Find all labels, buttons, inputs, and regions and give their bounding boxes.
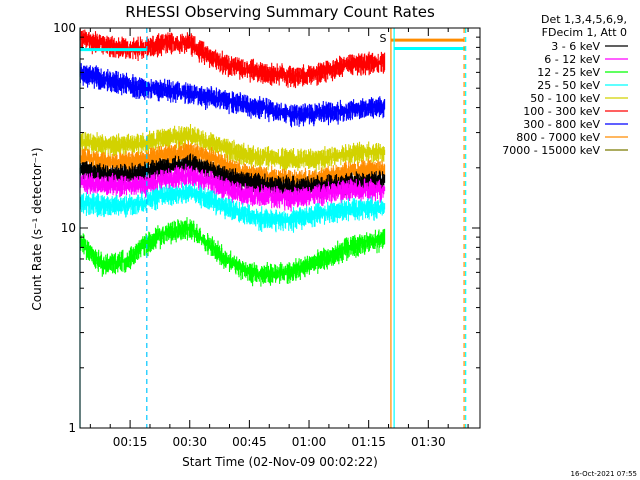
legend-label-12-25-kev: 12 - 25 keV: [537, 66, 600, 79]
legend-label-100-300-kev: 100 - 300 keV: [523, 105, 600, 118]
x-tick-label: 00:45: [232, 435, 267, 449]
flag-marker-label: S: [380, 32, 387, 45]
legend-header-line-1: Det 1,3,4,5,6,9,: [541, 13, 627, 26]
chart-title: RHESSI Observing Summary Count Rates: [125, 3, 435, 21]
series-layer: [79, 28, 466, 287]
x-tick-label: 00:30: [172, 435, 207, 449]
x-tick-label: 01:15: [351, 435, 386, 449]
x-axis-label: Start Time (02-Nov-09 00:02:22): [182, 455, 378, 469]
axes-layer: 1 10 100 00:15 00:30 00:45 01:00 01:15 01:30: [53, 21, 481, 449]
y-tick-label: 1: [68, 421, 76, 435]
x-tick-label: 00:15: [113, 435, 148, 449]
y-axis-label: Count Rate (s⁻¹ detector⁻¹): [30, 147, 44, 310]
legend-label-300-800-kev: 300 - 800 keV: [523, 118, 600, 131]
legend-label-50-100-kev: 50 - 100 keV: [530, 92, 600, 105]
footer-timestamp: 16-Oct-2021 07:55: [571, 470, 637, 478]
legend-label-7000-15000-kev: 7000 - 15000 keV: [502, 144, 600, 157]
y-tick-label: 100: [53, 21, 76, 35]
legend-header-line-2: FDecim 1, Att 0: [542, 26, 627, 39]
legend-label-6-12-kev: 6 - 12 keV: [544, 53, 600, 66]
y-tick-label: 10: [61, 221, 76, 235]
legend-label-25-50-kev: 25 - 50 keV: [537, 79, 600, 92]
legend-label-3-6-kev: 3 - 6 keV: [551, 40, 600, 53]
legend: Det 1,3,4,5,6,9, FDecim 1, Att 0 3 - 6 k…: [502, 13, 628, 157]
legend-label-800-7000-kev: 800 - 7000 keV: [516, 131, 600, 144]
x-tick-label: 01:00: [292, 435, 327, 449]
x-tick-label: 01:30: [411, 435, 446, 449]
